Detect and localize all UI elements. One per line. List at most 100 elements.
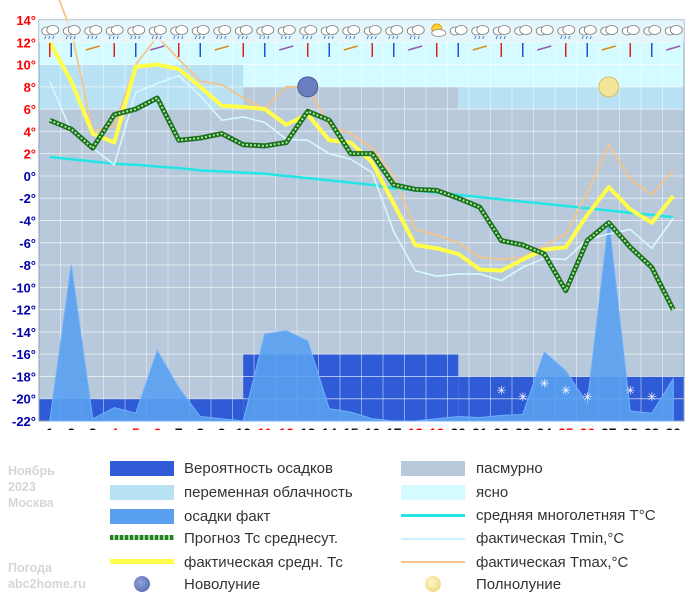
rain-drop-icon (267, 35, 270, 40)
weather-icon-cloud (643, 25, 662, 57)
x-tick-label: 20 (450, 425, 466, 430)
x-tick-label: 4 (110, 425, 118, 430)
legend-full-moon: Полнолуние (476, 576, 562, 593)
x-tick-label: 12 (278, 425, 294, 430)
rain-drop-icon (564, 35, 567, 40)
site-line1: Погода (8, 561, 53, 575)
cloud-icon (540, 25, 554, 35)
snow-markers: ✳ ✳ ✳ ✳ ✳ ✳ ✳ (496, 377, 657, 404)
weather-icon-cloud (535, 25, 554, 51)
y-tick-label: -18° (12, 369, 36, 384)
rain-drop-icon (216, 35, 219, 40)
cloud-icon (431, 29, 447, 37)
weather-icon-cloud-rain (148, 25, 167, 51)
rain-drop-icon (374, 35, 377, 40)
rain-drop-icon (474, 35, 477, 40)
x-tick-label: 10 (235, 425, 251, 430)
weather-icon-cloud-rain (84, 25, 103, 51)
rain-drop-icon (331, 35, 334, 40)
rain-drop-icon (284, 35, 287, 40)
y-tick-label: -16° (12, 347, 36, 362)
cloud-icon (562, 25, 576, 35)
y-tick-label: 6° (24, 102, 36, 117)
full-moon-icon (425, 576, 441, 592)
x-tick-label: 13 (300, 425, 316, 430)
cloud-icon (368, 25, 382, 35)
rain-drop-icon (302, 35, 305, 40)
cloud-icon (411, 25, 425, 35)
rain-drop-icon (568, 35, 571, 40)
y-tick-label: 0° (24, 169, 36, 184)
x-tick-label: 30 (665, 425, 681, 430)
rain-drop-icon (173, 35, 176, 40)
rain-drop-icon (392, 35, 395, 40)
cloud-icon (648, 25, 662, 35)
caption-block: Ноябрь 2023 Москва (8, 463, 55, 511)
legend-swatch-precip-fact (110, 509, 174, 524)
x-tick-label: 16 (364, 425, 380, 430)
legend-new-moon: Новолуние (184, 576, 261, 593)
y-tick-label: -6° (19, 236, 36, 251)
rain-drop-icon (263, 35, 266, 40)
rain-drop-icon (151, 35, 154, 40)
weather-icon-cloud-rain (127, 25, 146, 57)
rain-drop-icon (409, 35, 412, 40)
legend-swatch-tmin (401, 538, 465, 540)
rain-drop-icon (306, 35, 309, 40)
x-tick-label: 28 (622, 425, 638, 430)
x-tick-label: 1 (46, 425, 54, 430)
snow-icon: ✳ (625, 383, 635, 397)
weather-icon-cloud-rain (342, 25, 361, 51)
y-tick-label: -10° (12, 280, 36, 295)
snow-icon: ✳ (518, 390, 528, 404)
rain-drop-icon (560, 35, 563, 40)
y-tick-label: -14° (12, 325, 36, 340)
snow-icon: ✳ (582, 390, 592, 404)
rain-drop-icon (69, 35, 72, 40)
legend-climate-avg: средняя многолетняя T°C (476, 507, 656, 524)
weather-icon-cloud-rain (277, 25, 296, 51)
wind-arrow-icon (279, 45, 294, 51)
rain-drop-icon (388, 35, 391, 40)
weather-icons (39, 20, 684, 57)
climate-avg-line (49, 155, 674, 219)
weather-icon-cloud-rain (471, 25, 490, 51)
forecast-avg-line-inner (49, 96, 675, 311)
x-tick-label: 21 (472, 425, 488, 430)
rain-drop-icon (220, 35, 223, 40)
x-tick-label: 8 (196, 425, 204, 430)
wind-arrow-icon (85, 45, 100, 51)
precip-fact-area (49, 220, 674, 422)
rain-drop-icon (503, 35, 506, 40)
y-tick-label: 2° (24, 147, 36, 162)
x-tick-label: 3 (89, 425, 97, 430)
rain-drop-icon (48, 35, 51, 40)
legend-precip-prob: Вероятность осадков (184, 460, 333, 477)
weather-icon-cloud-rain (256, 25, 275, 57)
y-tick-label: 10° (16, 58, 36, 73)
rain-drop-icon (417, 35, 420, 40)
cloud-icon (175, 25, 189, 35)
x-tick-label: 19 (429, 425, 445, 430)
legend-actual-avg: фактическая средн. Тс (184, 554, 343, 571)
rain-drop-icon (288, 35, 291, 40)
weather-icon-sun-cloud (431, 23, 447, 57)
rain-drop-icon (65, 35, 68, 40)
weather-icon-cloud-rain (170, 25, 189, 57)
rain-drop-icon (495, 35, 498, 40)
weather-icon-cloud (664, 25, 683, 51)
rain-drop-icon (349, 35, 352, 40)
legend-tmax: фактическая Tmax,°C (476, 554, 629, 571)
new-moon-marker (297, 76, 319, 98)
rain-drop-icon (159, 35, 162, 40)
cloud-icon (239, 25, 253, 35)
x-tick-label: 24 (536, 425, 552, 430)
moon-phase-markers (297, 76, 620, 98)
wind-arrow-icon (666, 45, 681, 51)
weather-icon-cloud-rain (105, 25, 124, 57)
legend-forecast-avg: Прогноз Тс среднесут. (184, 530, 339, 547)
rain-drop-icon (181, 35, 184, 40)
legend-swatch-tmax (401, 561, 465, 563)
rain-drop-icon (241, 35, 244, 40)
cloud-icon (669, 25, 683, 35)
